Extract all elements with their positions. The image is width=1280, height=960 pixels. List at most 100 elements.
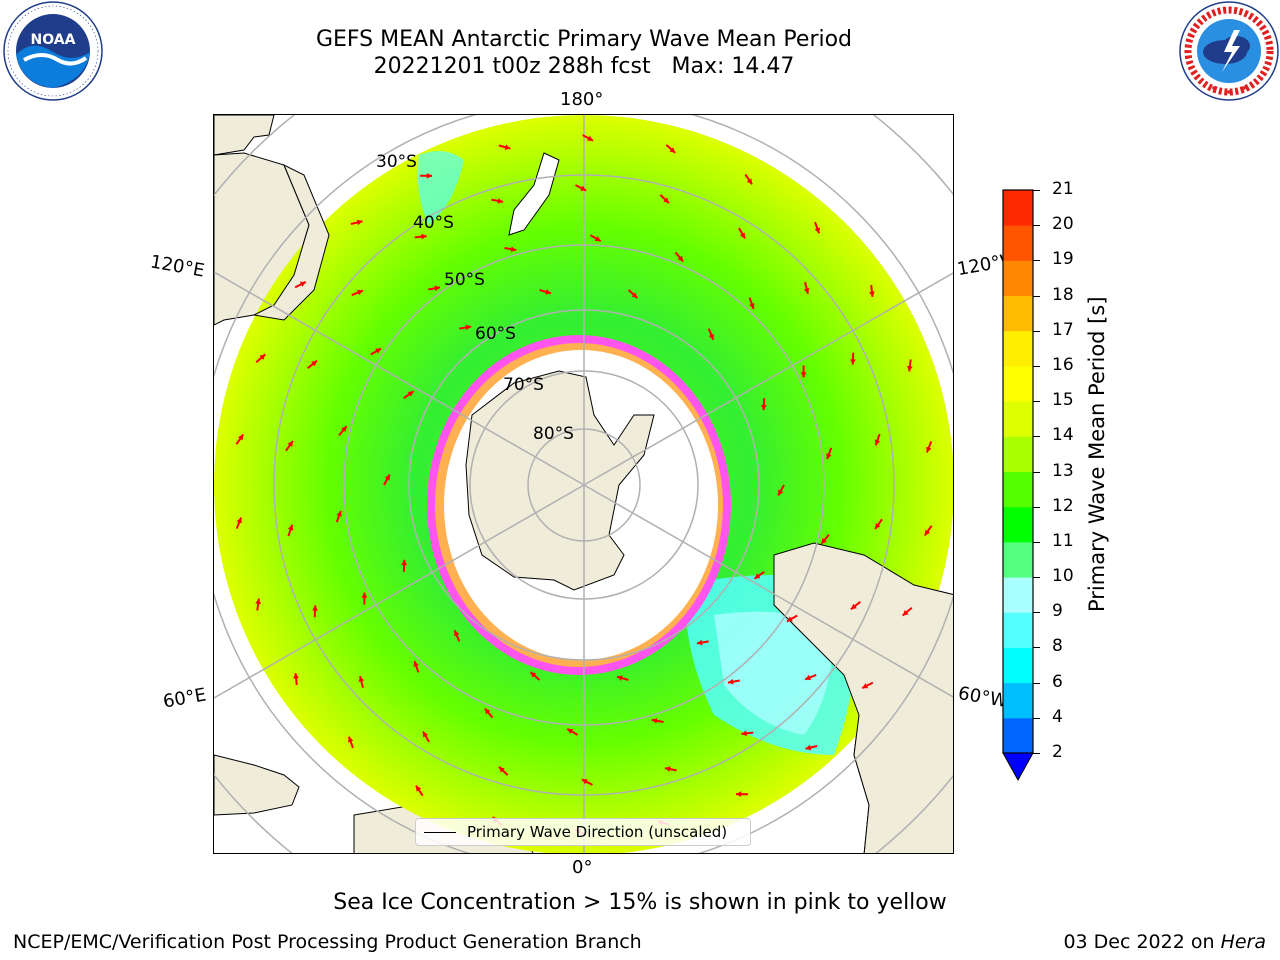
legend-label: Primary Wave Direction (unscaled) [467,823,728,841]
wave-arrow-head [874,439,881,446]
lat-label-70s: 70°S [503,375,544,395]
wave-arrow-head [580,185,587,191]
polar-map [214,115,953,853]
wave-arrow-head [426,172,433,179]
colorbar-band [1003,260,1033,297]
colorbar-tick-mark [1033,506,1040,508]
colorbar-band [1003,577,1033,613]
lon-label-120e: 120°E [148,251,207,282]
colorbar-tick-mark [1033,295,1040,297]
wave-arrow-head [826,453,832,460]
colorbar-tick-mark [1033,365,1040,367]
colorbar-band [1003,541,1033,578]
colorbar-tick-label: 12 [1052,495,1074,516]
wave-arrow-head [696,639,703,646]
wave-arrow-head [741,730,747,737]
wave-arrow-head [651,718,658,724]
wave-arrow-head [581,779,588,785]
wave-arrow-head [375,348,382,354]
colorbar-tick-mark [1033,190,1040,191]
wave-arrow-head [786,616,793,622]
wave-arrow-head [821,537,827,544]
colorbar-band [1003,330,1033,367]
colorbar-band [1003,471,1033,508]
wave-arrow-head [422,731,429,738]
footer-date-text: 03 Dec 2022 on [1063,931,1221,953]
colorbar-tick-mark [1033,647,1040,649]
wave-arrow-head [236,517,242,524]
wave-arrow-head [814,227,821,234]
wave-arrow-head [631,292,638,298]
lat-label-60s: 60°S [475,324,516,344]
wave-arrow-head [869,291,875,297]
wave-arrow-head [415,785,422,792]
wave-arrow-head [669,147,676,153]
colorbar-tick-label: 13 [1052,460,1074,481]
wave-arrow-head [663,197,670,204]
wave-arrow-head [293,673,299,679]
wave-arrow-head [803,288,810,294]
wave-arrow-head [407,391,414,397]
wave-arrow-head [361,592,368,598]
wave-arrow-head [594,235,601,242]
colorbar-band [1003,365,1033,402]
wave-arrow-head [850,603,857,610]
colorbar-band [1003,717,1033,754]
colorbar-tick-label: 8 [1052,636,1063,657]
map-legend: Primary Wave Direction (unscaled) [415,818,751,846]
colorbar-tick-label: 4 [1052,706,1063,727]
wave-arrow-head [760,404,767,411]
colorbar-tick-label: 14 [1052,425,1074,446]
wave-arrow-head [299,281,306,287]
wave-arrow-head [587,135,594,141]
colorbar-tick-label: 18 [1052,284,1074,305]
wave-arrow-head [384,474,390,481]
wave-arrow-head [401,559,408,566]
colorbar-tick-label: 17 [1052,319,1074,340]
wave-arrow-head [739,232,746,239]
wave-arrow-head [336,510,342,517]
wave-arrow-head [778,489,784,496]
wave-arrow-head [311,360,318,367]
map-panel [213,114,954,854]
map-subtitle: 20221201 t00z 288h fcst Max: 14.47 [373,54,795,79]
lat-label-80s: 80°S [533,424,574,444]
sea-ice-caption: Sea Ice Concentration > 15% is shown in … [333,890,947,915]
colorbar-band [1003,401,1033,437]
wave-arrow-head [413,661,419,668]
lon-label-60e: 60°E [161,684,208,713]
colorbar-tick-label: 10 [1052,566,1074,587]
wave-arrow-head [746,178,753,185]
colorbar-label: Primary Wave Mean Period [s] [1085,296,1109,612]
lat-label-50s: 50°S [444,270,485,290]
wave-arrow-head [749,302,755,309]
colorbar-band [1003,295,1033,332]
map-title: GEFS MEAN Antarctic Primary Wave Mean Pe… [315,27,853,52]
graticule [214,115,953,853]
wave-arrow-head [906,365,913,372]
wave-arrow-head [287,440,293,447]
wave-arrow-head [504,144,511,150]
noaa-logo-icon: NOAA [3,1,103,101]
colorbar-band [1003,682,1033,719]
wave-arrow-head [616,675,623,681]
land-madagascar-edge [214,115,275,156]
footer-machine: Hera [1220,931,1266,953]
lon-label-0: 0° [572,857,593,878]
wave-arrow-head [341,426,347,433]
wave-arrow-head [805,744,812,751]
wave-arrow-head [727,678,734,685]
colorbar-band [1003,225,1033,261]
colorbar-band [1003,647,1033,684]
wave-arrow-head [465,324,472,331]
wave-arrow-head [800,372,807,378]
wave-arrow-head [926,446,932,453]
colorbar-tick-mark [1033,682,1040,684]
colorbar-tick-mark [1033,260,1040,262]
lat-label-30s: 30°S [376,152,417,172]
wave-arrow-head [708,333,714,340]
wave-arrow-head [484,708,491,715]
wave-arrow-head [545,289,552,295]
footer-date: 03 Dec 2022 on Hera [1063,931,1266,953]
colorbar-tick-label: 21 [1052,179,1074,199]
